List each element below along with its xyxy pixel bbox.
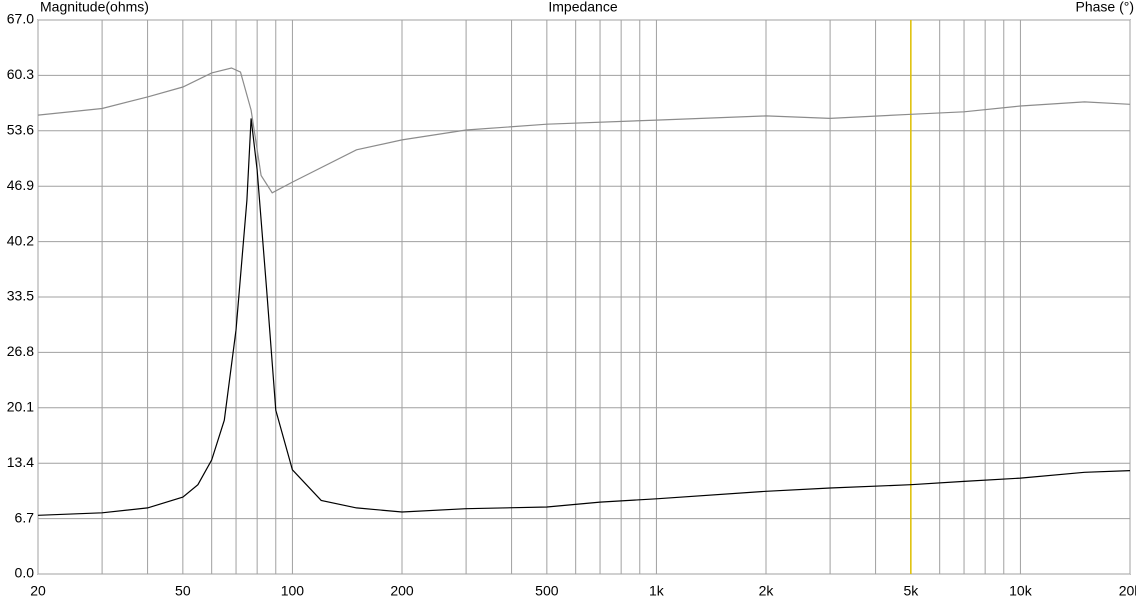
y-tick-label: 53.6 [7, 122, 34, 138]
x-tick-label: 50 [175, 583, 191, 599]
y-tick-label: 40.2 [7, 232, 34, 248]
x-tick-label: 10k [1009, 583, 1033, 599]
y-tick-label: 46.9 [7, 177, 34, 193]
x-tick-label: 20 [30, 583, 46, 599]
x-tick-label: 500 [535, 583, 559, 599]
x-tick-label: 1k [649, 583, 665, 599]
y2-axis-label: Phase (°) [1075, 0, 1134, 15]
y-tick-label: 0.0 [15, 565, 35, 581]
y-tick-label: 33.5 [7, 288, 34, 304]
x-tick-label: 100 [281, 583, 305, 599]
y-axis-label: Magnitude(ohms) [40, 0, 149, 15]
x-tick-label: 200 [390, 583, 414, 599]
y-tick-label: 13.4 [7, 454, 34, 470]
y-tick-label: 6.7 [15, 509, 35, 525]
series-line [37, 67, 1131, 194]
y-tick-label: 20.1 [7, 399, 34, 415]
x-tick-label: 5k [903, 583, 919, 599]
x-tick-label: 20k [1119, 583, 1136, 599]
y-tick-label: 67.0 [7, 11, 34, 27]
chart-title: Impedance [548, 0, 617, 15]
x-tick-label: 2k [759, 583, 775, 599]
series-line [37, 118, 1131, 516]
y-tick-label: 26.8 [7, 343, 34, 359]
y-tick-label: 60.3 [7, 66, 34, 82]
